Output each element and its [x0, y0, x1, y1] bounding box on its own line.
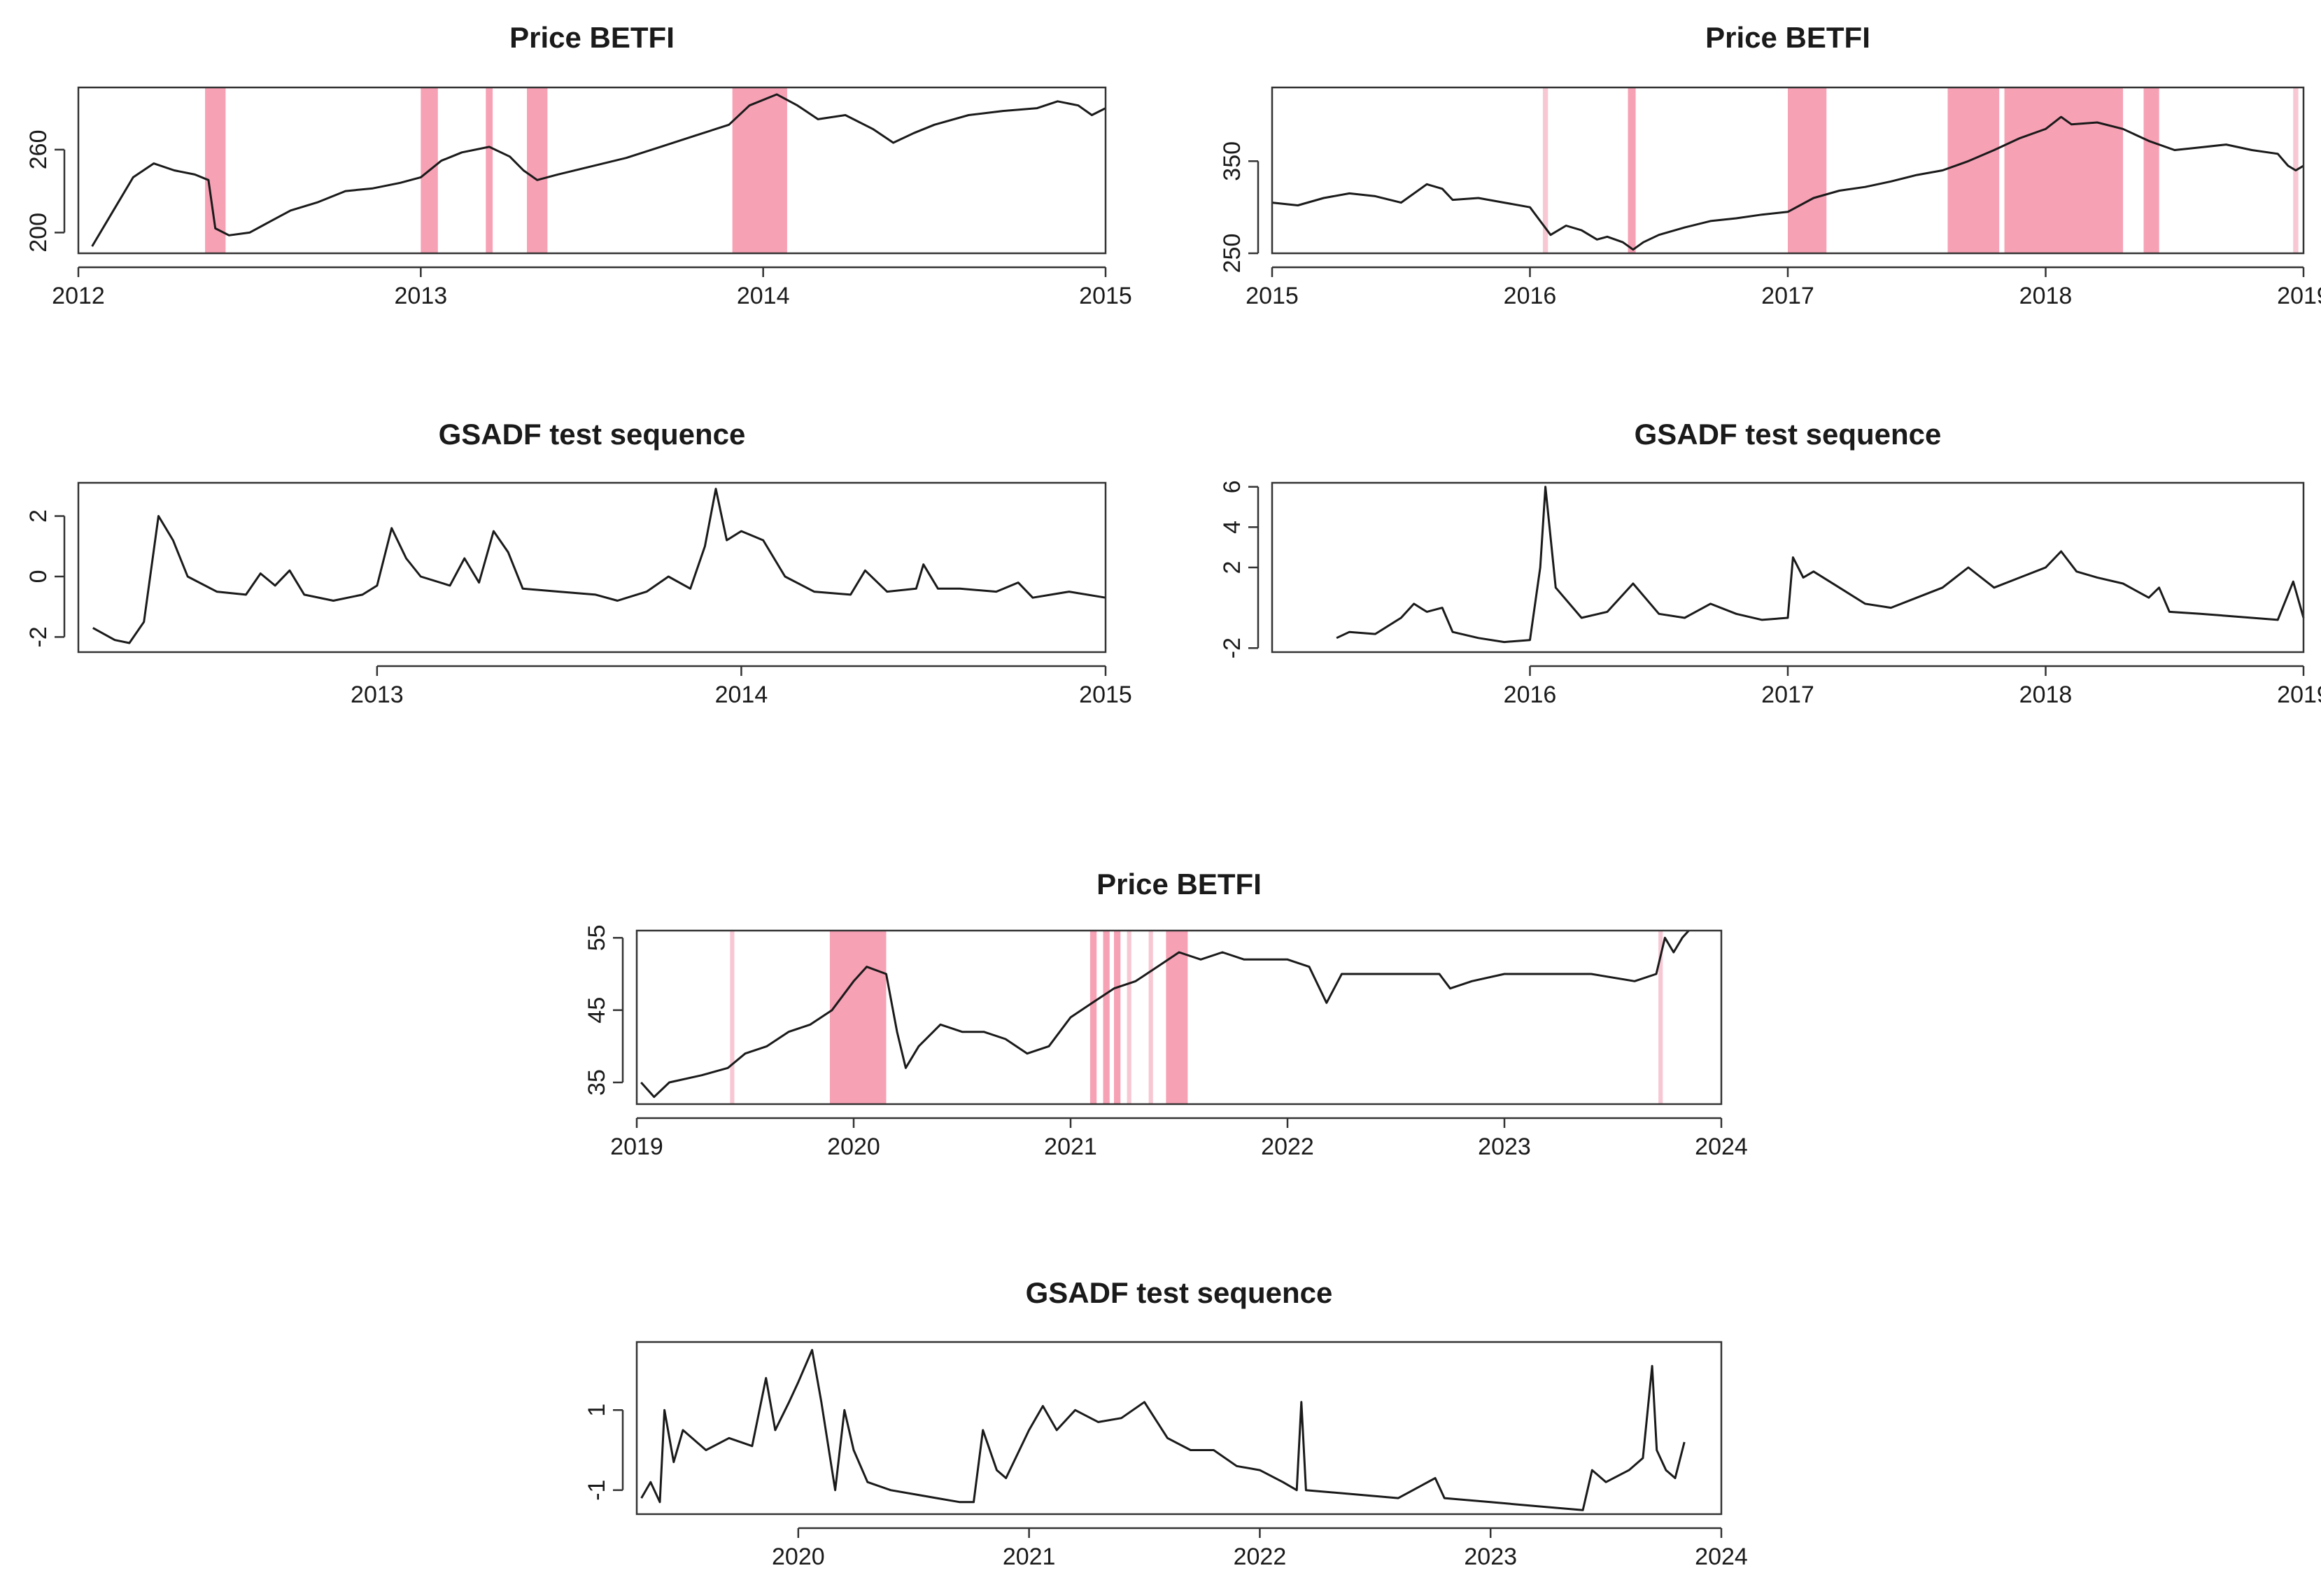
chart-title: GSADF test sequence: [1635, 418, 1942, 451]
bubble-period-band: [1148, 931, 1153, 1104]
chart-title: GSADF test sequence: [1026, 1276, 1333, 1309]
x-tick-label: 2015: [1246, 283, 1299, 309]
x-tick-label: 2012: [52, 283, 105, 309]
plot-frame: [77, 86, 1107, 255]
x-tick-label: 2019: [2277, 682, 2321, 708]
x-tick-label: 2024: [1695, 1544, 1748, 1570]
x-tick-label: 2014: [737, 283, 790, 309]
x-tick-label: 2018: [2019, 283, 2073, 309]
x-tick-label: 2015: [1079, 682, 1132, 708]
y-tick-label: 55: [584, 924, 610, 951]
bubble-period-band: [1089, 931, 1097, 1104]
bubble-period-band: [1114, 931, 1121, 1104]
x-tick-label: 2020: [827, 1134, 880, 1160]
bubble-period-band: [1166, 931, 1188, 1104]
y-tick-label: 6: [1219, 480, 1246, 493]
bubble-period-band: [2143, 87, 2159, 253]
series-line: [92, 488, 1106, 644]
chart-title: Price BETFI: [1096, 868, 1262, 901]
x-tick-label: 2016: [1504, 682, 1557, 708]
y-tick-label: -2: [1219, 637, 1246, 658]
y-tick-label: 260: [25, 130, 52, 170]
bubble-period-band: [1103, 931, 1110, 1104]
bubble-period-band: [1658, 931, 1663, 1104]
plot-frame: [77, 481, 1107, 654]
x-tick-label: 2019: [2277, 283, 2321, 309]
panel-top-left: Price BETFI 2012 2013 2014 2015 200 260: [25, 21, 1132, 309]
x-tick-label: 2024: [1695, 1134, 1748, 1160]
x-tick-label: 2022: [1261, 1134, 1314, 1160]
x-tick-label: 2017: [1761, 682, 1814, 708]
x-tick-label: 2023: [1464, 1544, 1517, 1570]
y-tick-label: 0: [25, 570, 52, 584]
series-line: [1336, 486, 2305, 644]
x-tick-label: 2022: [1234, 1544, 1287, 1570]
y-tick-label: 1: [584, 1404, 610, 1417]
x-tick-label: 2013: [395, 283, 448, 309]
bubble-period-band: [1628, 87, 1636, 253]
series-line: [640, 929, 1690, 1099]
series-line: [91, 93, 1106, 247]
x-tick-label: 2013: [351, 682, 404, 708]
y-tick-label: 2: [1219, 561, 1246, 574]
chart-title: Price BETFI: [509, 21, 675, 54]
x-tick-label: 2019: [610, 1134, 663, 1160]
bubble-period-band: [486, 87, 493, 253]
bubble-period-band: [1788, 87, 1827, 253]
x-tick-label: 2023: [1478, 1134, 1531, 1160]
y-tick-label: 45: [584, 997, 610, 1024]
x-tick-label: 2015: [1079, 283, 1132, 309]
plot-frame: [1271, 86, 2305, 255]
panel-top-right: Price BETFI 2015 2016 2017 2018 2019 250 350: [1219, 21, 2321, 309]
x-tick-label: 2018: [2019, 682, 2073, 708]
panel-mid-right: GSADF test sequence 2016 2017 2018 2019 -2 2 4 6: [1219, 418, 2321, 708]
x-tick-label: 2021: [1003, 1544, 1056, 1570]
bubble-period-band: [1947, 87, 2000, 253]
x-tick-label: 2021: [1044, 1134, 1097, 1160]
bubble-period-band: [527, 87, 548, 253]
bubble-period-band: [732, 87, 787, 253]
y-tick-label: 35: [584, 1069, 610, 1096]
panel-bottom-gsadf: GSADF test sequence 2020 2021 2022 2023 2024 -…: [584, 1276, 1748, 1570]
bubble-period-band: [1127, 931, 1131, 1104]
plot-frame: [1271, 481, 2305, 654]
y-tick-label: 350: [1219, 141, 1246, 181]
y-tick-label: 4: [1219, 521, 1246, 534]
bubble-period-band: [829, 931, 887, 1104]
chart-title: Price BETFI: [1705, 21, 1870, 54]
plot-frame: [635, 929, 1723, 1106]
plot-frame: [635, 1341, 1723, 1516]
x-tick-label: 2017: [1761, 283, 1814, 309]
y-tick-label: 200: [25, 213, 52, 253]
x-tick-label: 2020: [772, 1544, 825, 1570]
panel-mid-left: GSADF test sequence 2013 2014 2015 -2 0 2: [25, 418, 1132, 708]
bubble-period-band: [730, 931, 735, 1104]
chart-title: GSADF test sequence: [439, 418, 746, 451]
y-tick-label: -1: [584, 1480, 610, 1501]
y-tick-label: 250: [1219, 234, 1246, 274]
series-line: [1271, 115, 2304, 251]
y-tick-label: 2: [25, 509, 52, 523]
y-tick-label: -2: [25, 626, 52, 647]
x-tick-label: 2014: [715, 682, 768, 708]
series-line: [640, 1348, 1686, 1511]
panel-bottom-price: Price BETFI 2019 2020 2021 2022 2023 2024 35 45 5…: [584, 868, 1748, 1160]
x-tick-label: 2016: [1504, 283, 1557, 309]
bubble-period-band: [2004, 87, 2124, 253]
bubble-period-band: [1542, 87, 1548, 253]
